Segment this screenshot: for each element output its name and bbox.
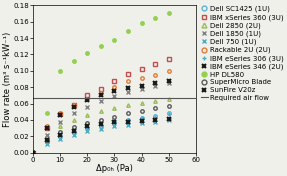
X-axis label: Δp₀ₕ (Pa): Δp₀ₕ (Pa)	[96, 164, 133, 173]
Y-axis label: Flow rate (m³ s⁻¹kW⁻¹): Flow rate (m³ s⁻¹kW⁻¹)	[3, 31, 12, 127]
Legend: Dell SC1425 (1U), IBM xSeries 360 (3U), Dell 2850 (2U), Dell 1850 (1U), Dell 750: Dell SC1425 (1U), IBM xSeries 360 (3U), …	[201, 6, 284, 101]
